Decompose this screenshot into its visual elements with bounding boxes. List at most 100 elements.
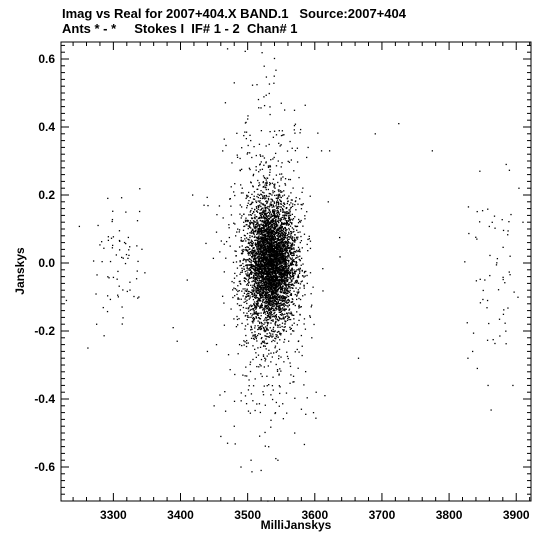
data-point — [282, 195, 284, 197]
data-point — [279, 285, 281, 288]
data-point — [274, 258, 277, 260]
data-point — [256, 243, 258, 245]
data-point — [283, 250, 285, 253]
data-point — [258, 292, 260, 294]
data-point — [309, 195, 311, 197]
data-point — [240, 217, 242, 219]
data-point — [271, 340, 273, 343]
data-point — [265, 237, 268, 239]
data-point — [246, 267, 248, 269]
data-point — [264, 404, 266, 406]
data-point — [290, 232, 293, 235]
data-point — [261, 267, 263, 270]
data-point — [275, 302, 277, 305]
data-point — [275, 201, 278, 203]
data-point — [254, 266, 256, 269]
data-point — [286, 239, 289, 241]
data-point — [258, 321, 261, 323]
data-point — [255, 264, 257, 267]
data-point — [278, 221, 280, 223]
data-point — [259, 297, 261, 299]
data-point — [253, 255, 255, 257]
data-point — [283, 287, 286, 289]
data-point — [282, 274, 284, 276]
data-point — [292, 259, 294, 261]
data-point — [301, 247, 303, 249]
data-point — [275, 294, 277, 296]
data-point — [252, 230, 254, 232]
data-point — [278, 190, 280, 193]
data-point — [261, 52, 263, 54]
data-point — [264, 257, 267, 260]
data-point — [289, 225, 292, 227]
data-point — [273, 316, 276, 318]
data-point — [293, 109, 296, 111]
data-point — [291, 313, 293, 316]
data-point — [288, 318, 290, 321]
data-point — [259, 240, 261, 242]
data-point — [266, 207, 269, 209]
data-point — [286, 241, 288, 243]
data-point — [259, 164, 261, 166]
data-point — [295, 225, 297, 228]
data-point — [263, 244, 266, 246]
data-point — [268, 446, 270, 448]
data-point — [284, 271, 286, 274]
data-point — [267, 211, 269, 213]
data-point — [275, 245, 278, 247]
data-point — [269, 287, 271, 289]
data-point — [258, 237, 260, 239]
data-point — [260, 337, 263, 340]
data-point — [280, 203, 282, 205]
data-point — [303, 318, 306, 320]
data-point — [258, 244, 261, 246]
data-point — [277, 254, 279, 256]
data-point — [293, 303, 295, 305]
data-point — [271, 236, 273, 239]
data-point — [281, 274, 283, 276]
data-point — [277, 203, 280, 205]
data-point — [263, 257, 265, 259]
data-point — [245, 296, 247, 298]
data-point — [283, 237, 285, 239]
data-point — [276, 275, 278, 277]
data-point — [265, 257, 267, 260]
data-point — [235, 235, 237, 237]
data-point — [296, 298, 298, 301]
data-point — [254, 276, 256, 279]
data-point — [281, 223, 283, 225]
data-point — [287, 268, 290, 270]
data-point — [262, 258, 264, 260]
data-point — [290, 327, 293, 330]
data-point — [290, 311, 292, 313]
data-point — [260, 280, 262, 282]
data-point — [256, 223, 258, 226]
data-point — [278, 276, 280, 278]
data-point — [253, 274, 255, 276]
data-point — [289, 328, 292, 330]
data-point — [261, 250, 264, 252]
data-point — [281, 278, 284, 280]
data-point — [279, 208, 282, 211]
data-point — [277, 246, 279, 248]
data-point — [264, 272, 266, 275]
data-point — [284, 235, 287, 237]
data-point — [262, 155, 264, 157]
data-point — [256, 227, 258, 229]
data-point — [287, 306, 289, 308]
data-point — [254, 280, 256, 282]
data-point — [228, 227, 230, 229]
data-point — [259, 212, 261, 214]
data-point — [275, 203, 278, 205]
data-point — [247, 118, 249, 120]
data-point — [250, 266, 252, 268]
data-point — [297, 222, 300, 224]
data-point — [269, 273, 271, 275]
data-point — [263, 195, 266, 197]
data-point — [269, 251, 271, 253]
data-point — [293, 252, 295, 255]
data-point — [279, 259, 281, 261]
data-point — [275, 221, 277, 223]
data-point — [267, 323, 269, 325]
data-point — [257, 221, 259, 223]
